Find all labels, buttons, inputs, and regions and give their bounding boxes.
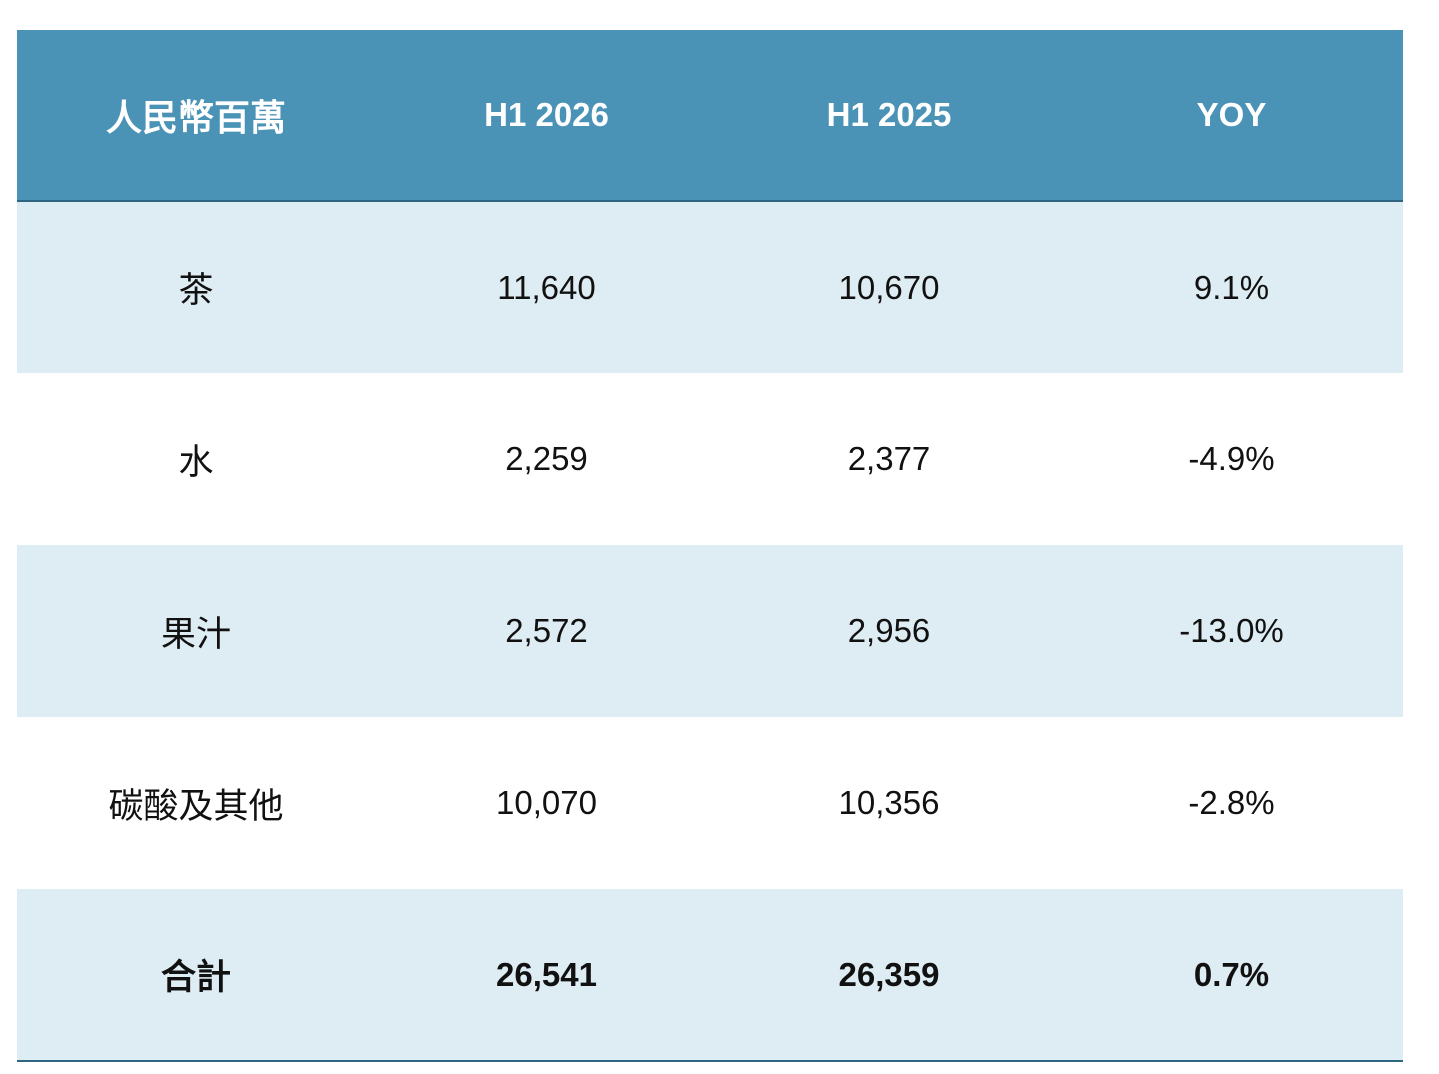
cell-yoy: -4.9% <box>1188 440 1275 477</box>
row-label: 果汁 <box>160 614 231 654</box>
total-yoy: 0.7% <box>1193 955 1270 993</box>
header-h1-2025: H1 2025 <box>718 30 1060 202</box>
cell-h1-2026: 11,640 <box>497 268 596 306</box>
cell-h1-2025: 10,670 <box>838 268 940 306</box>
table-body: 茶 11,640 10,670 9.1% 水 2,259 2,377 -4.9%… <box>17 201 1403 1061</box>
header-yoy: YOY <box>1060 30 1403 202</box>
total-label: 合計 <box>160 958 231 997</box>
table-row: 碳酸及其他 10,070 10,356 -2.8% <box>17 717 1403 889</box>
cell-yoy: -2.8% <box>1188 784 1275 821</box>
header-row: 人民幣百萬 H1 2026 H1 2025 YOY <box>17 30 1403 202</box>
cell-yoy: -13.0% <box>1179 612 1284 649</box>
revenue-table-container: 人民幣百萬 H1 2026 H1 2025 YOY 茶 11,640 10,67… <box>17 30 1403 1062</box>
cell-h1-2026: 2,572 <box>505 612 588 649</box>
total-h1-2025: 26,359 <box>838 955 940 993</box>
cell-h1-2025: 2,377 <box>847 440 931 477</box>
cell-h1-2025: 10,356 <box>838 784 940 821</box>
row-label: 碳酸及其他 <box>108 786 284 826</box>
table-row: 果汁 2,572 2,956 -13.0% <box>17 545 1403 717</box>
cell-yoy: 9.1% <box>1193 268 1270 306</box>
row-label: 水 <box>178 442 214 482</box>
cell-h1-2026: 10,070 <box>496 784 597 821</box>
total-h1-2026: 26,541 <box>496 955 597 993</box>
cell-h1-2026: 2,259 <box>505 440 588 477</box>
table-row: 水 2,259 2,377 -4.9% <box>17 373 1403 545</box>
total-row: 合計 26,541 26,359 0.7% <box>17 889 1403 1061</box>
cell-h1-2025: 2,956 <box>847 612 931 649</box>
revenue-by-category-table: 人民幣百萬 H1 2026 H1 2025 YOY 茶 11,640 10,67… <box>17 30 1403 1062</box>
row-label: 茶 <box>178 271 214 310</box>
table-header: 人民幣百萬 H1 2026 H1 2025 YOY <box>17 30 1403 202</box>
header-h1-2026: H1 2026 <box>375 30 718 202</box>
header-unit: 人民幣百萬 <box>17 30 375 202</box>
table-row: 茶 11,640 10,670 9.1% <box>17 201 1403 373</box>
